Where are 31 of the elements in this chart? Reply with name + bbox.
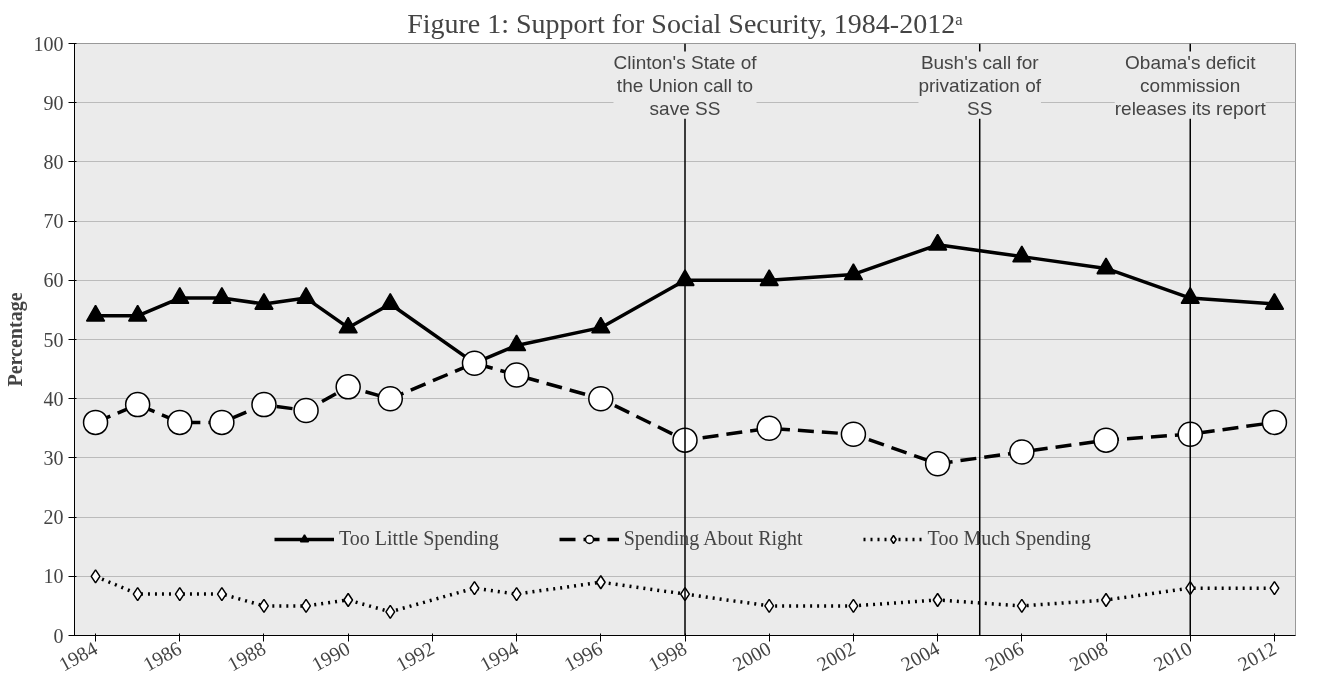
x-tick-label: 1994 bbox=[476, 636, 522, 676]
x-tick-label: 1996 bbox=[560, 636, 607, 676]
y-tick-label: 60 bbox=[43, 269, 64, 292]
x-tick-label: 2006 bbox=[981, 636, 1028, 676]
y-tick-label: 70 bbox=[43, 210, 64, 233]
x-tick-label: 2012 bbox=[1234, 636, 1280, 676]
y-tick-label: 100 bbox=[33, 32, 64, 55]
x-tick-label: 1986 bbox=[139, 636, 186, 676]
y-tick-label: 0 bbox=[53, 624, 64, 647]
y-tick-label: 20 bbox=[43, 506, 64, 529]
y-tick-label: 50 bbox=[43, 328, 64, 351]
x-tick-label: 2008 bbox=[1065, 636, 1112, 676]
y-tick-label: 40 bbox=[43, 387, 64, 410]
x-tick-label: 2002 bbox=[813, 636, 859, 676]
ref-line-label: Obama's deficit commission releases its report bbox=[1114, 51, 1267, 119]
x-tick-label: 2010 bbox=[1149, 636, 1196, 676]
legend-label: Too Little Spending bbox=[339, 527, 499, 550]
ref-line-label: Clinton's State of the Union call to save SS bbox=[613, 51, 758, 119]
y-tick-label: 90 bbox=[43, 91, 64, 114]
x-tick-label: 1998 bbox=[644, 636, 691, 676]
y-tick-label: 80 bbox=[43, 150, 64, 173]
x-tick-label: 2000 bbox=[728, 636, 775, 676]
y-tick-label: 30 bbox=[43, 446, 64, 469]
y-axis-title: Percentage bbox=[3, 292, 27, 387]
x-tick-label: 1988 bbox=[223, 636, 270, 676]
y-tick-label: 10 bbox=[43, 565, 64, 588]
chart-title: Figure 1: Support for Social Security, 1984-2012ᵃ bbox=[407, 7, 964, 39]
x-tick-label: 1992 bbox=[392, 636, 438, 676]
x-tick-label: 2004 bbox=[897, 636, 943, 676]
x-tick-label: 1990 bbox=[307, 636, 354, 676]
ref-line-label: Bush's call for privatization of SS bbox=[918, 51, 1042, 119]
